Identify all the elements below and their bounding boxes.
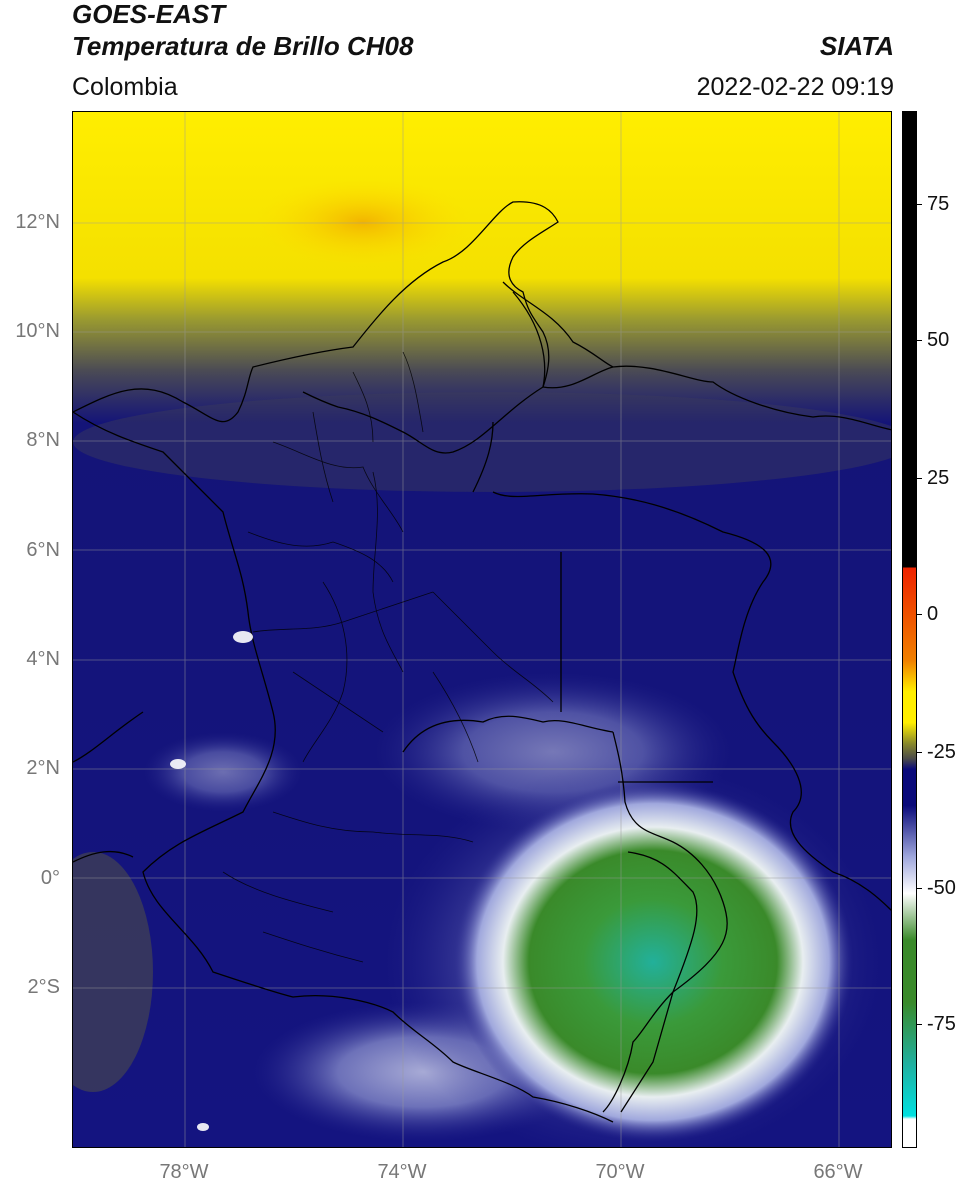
colorbar-label: 75 (927, 193, 950, 215)
colorbar-label: -25 (927, 741, 956, 763)
lat-tick-label: 2°N (26, 757, 60, 779)
map-canvas (73, 112, 891, 1147)
colorbar-tick (917, 1024, 922, 1025)
lat-tick-label: 4°N (26, 648, 60, 670)
borders (73, 201, 891, 1123)
colorbar-tick (917, 752, 922, 753)
colorbar-label: -75 (927, 1013, 956, 1035)
title-line-2: Temperatura de Brillo CH08 (72, 31, 414, 61)
internal-departments (222, 351, 554, 963)
lon-tick-label: 74°W (377, 1161, 427, 1183)
timestamp-label: 2022-02-22 09:19 (696, 73, 894, 101)
colorbar-tick (917, 204, 922, 205)
gray-patch-west (73, 852, 153, 1092)
lon-tick-label: 70°W (595, 1161, 645, 1183)
lat-tick-label: 2°S (27, 976, 60, 998)
lat-tick-label: 0° (40, 867, 60, 889)
colorbar-tick (917, 478, 922, 479)
lat-tick-label: 6°N (26, 539, 60, 561)
lat-tick-label: 12°N (15, 211, 60, 233)
colorbar-label: 0 (927, 603, 939, 625)
gray-band (73, 392, 891, 492)
colorbar-tick (917, 340, 922, 341)
warm-region (253, 177, 473, 267)
cloud-specks (170, 631, 253, 1131)
lon-tick-label: 78°W (159, 1161, 209, 1183)
colorbar-tick (917, 614, 922, 615)
colorbar (902, 111, 917, 1148)
organization-label: SIATA (819, 31, 894, 61)
cirrus-pacific (143, 732, 303, 812)
colorbar-label: 50 (927, 329, 950, 351)
lat-tick-label: 10°N (15, 320, 60, 342)
lat-tick-label: 8°N (26, 429, 60, 451)
region-label: Colombia (72, 73, 178, 101)
graticule (73, 112, 891, 1147)
lon-tick-label: 66°W (813, 1161, 863, 1183)
convective-core (453, 782, 853, 1142)
satellite-map (72, 111, 892, 1148)
title-line-1: GOES-EAST (72, 0, 226, 29)
colorbar-label: -50 (927, 877, 956, 899)
colorbar-label: 25 (927, 467, 950, 489)
colorbar-tick (917, 888, 922, 889)
